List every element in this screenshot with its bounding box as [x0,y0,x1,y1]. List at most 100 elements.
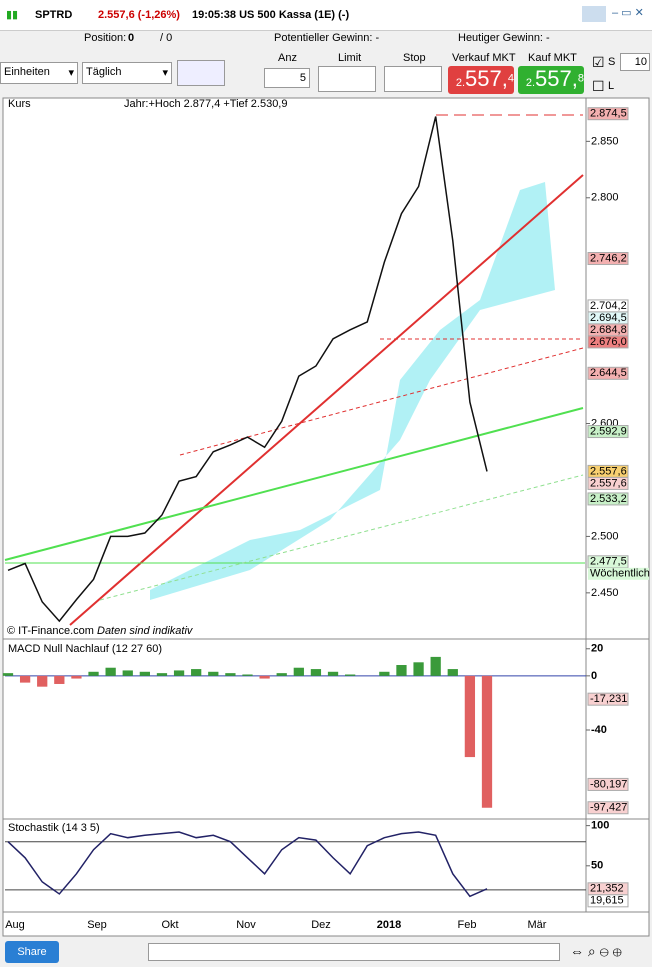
price-tag-label: 19,615 [590,895,624,907]
price-tag-label: 2.477,5 [590,556,627,568]
trendline [99,474,584,601]
sell-lead: 2. [455,77,466,89]
stop-label: Stop [403,52,426,64]
histogram-bar [447,669,458,676]
limit-label: Limit [338,52,362,64]
histogram-bar [156,673,168,676]
series-line [7,116,488,623]
histogram-bar [310,669,322,676]
price-tag-label: -97,427 [590,802,627,814]
histogram-bar [396,665,407,676]
buy-tail: 8 [577,72,584,85]
symbol: SPTRD [35,9,73,21]
price-tag-label: 2.694,5 [590,312,627,324]
x-tick-label: 2018 [377,919,401,931]
histogram-bar [293,667,304,676]
status-bar: Position: 0 / 0 Potentieller Gewinn: - H… [0,30,652,48]
today-gain: Heutiger Gewinn: - [458,32,550,44]
l-label: L [608,80,615,92]
histogram-bar [173,670,185,676]
title-bar: ▮▮ SPTRD 2.557,6 (-1,26%) 19:05:38 US 50… [0,0,652,31]
period-select[interactable]: Täglich ▾ [82,62,172,84]
x-tick-label: Sep [87,919,107,931]
price-tag [587,252,629,266]
panel-subtitle: Jahr:+Hoch 2.877,4 +Tief 2.530,9 [124,98,287,110]
histogram-bar [71,675,82,679]
price-tag-label: -17,231 [590,693,627,705]
info: 19:05:38 US 500 Kassa (1E) (-) [192,9,350,21]
chart-area: Kurs Jahr:+Hoch 2.877,4 +Tief 2.530,9 2.45… [2,97,650,937]
y-tick-label: -40 [591,724,607,736]
histogram-bar [276,673,287,676]
buy-button[interactable]: 2.557,8 [518,66,584,94]
share-button[interactable]: Share [5,941,59,963]
s-input[interactable]: 10 [620,53,650,71]
qty-input[interactable]: 5 [264,68,310,88]
window-buttons[interactable]: ‒ ▭ ✕ [612,7,644,19]
limit-buttons[interactable] [318,66,376,92]
price-tag-label: -80,197 [590,778,627,790]
price-tag-label: 21,352 [590,883,624,895]
series-line [7,831,488,898]
annotation: Daten sind indikativ [97,625,194,637]
price-tag [587,366,629,380]
scrollbar[interactable] [148,943,560,961]
y-tick-label: 2.450 [591,587,619,599]
price-tag-label: 2.684,8 [590,324,627,336]
price-tag [587,425,629,439]
y-tick-label: 100 [591,820,609,832]
zoom-buttons[interactable]: ⇔ ⌕ ⊖ ⊕ [570,943,622,959]
sell-tail: 4 [507,72,514,85]
bottom-bar: Share ⇔ ⌕ ⊖ ⊕ [0,937,652,967]
share-label: Share [17,946,47,958]
chart-type-button[interactable] [177,60,225,86]
trendline [69,174,584,626]
keyboard-button[interactable] [582,6,606,22]
histogram-bar [413,662,424,676]
price-tag-label: 2.644,5 [590,367,627,379]
sell-button[interactable]: 2.557,4 [448,66,514,94]
toolbar: Einheiten ▾ Täglich ▾ Anz 5 Limit Stop V… [0,50,652,96]
price-tag [587,107,629,121]
histogram-bar [105,667,116,676]
trendline [4,407,584,561]
price-tag-label: 2.533,2 [590,493,627,505]
position-label: Position: [84,32,127,44]
histogram-bar [2,673,14,676]
y-tick-label: 20 [591,643,603,655]
y-tick-label: 0 [591,670,597,682]
price-tag [587,692,629,706]
price-tag [587,476,629,490]
l-checkbox[interactable]: ☐ [592,78,605,94]
panel-title: MACD Null Nachlauf (12 27 60) [8,643,162,655]
price-tag [587,894,629,908]
price-tag-label: 2.557,6 [590,477,627,489]
quote: 2.557,6 (-1,26%) [98,9,180,21]
qty: 5 [299,72,306,84]
units: Einheiten [4,66,50,78]
note-box [588,567,649,580]
y-tick-label: 2.500 [591,530,619,542]
y-tick-label: 2.800 [591,192,619,204]
stop-buttons[interactable] [384,66,442,92]
histogram-bar [54,675,65,684]
histogram-bar [225,673,236,676]
histogram-bar [19,675,31,683]
sell-main: 557, [465,66,508,91]
histogram-bar [345,674,356,676]
histogram-bar [481,675,493,808]
price-tag-label: 2.557,6 [590,465,627,477]
histogram-bar [88,671,99,676]
price-tag [587,777,629,791]
price-tag [587,335,629,349]
histogram-bar [464,675,476,758]
x-tick-label: Feb [458,919,477,931]
histogram-bar [379,671,390,676]
price-tag-label: 2.746,2 [590,252,627,264]
x-tick-label: Mär [528,919,547,931]
position-slash: / 0 [160,32,173,44]
s-checkbox[interactable]: ☑ [592,54,605,70]
panel-title: Stochastik (14 3 5) [8,822,100,834]
units-select[interactable]: Einheiten ▾ [0,62,78,84]
